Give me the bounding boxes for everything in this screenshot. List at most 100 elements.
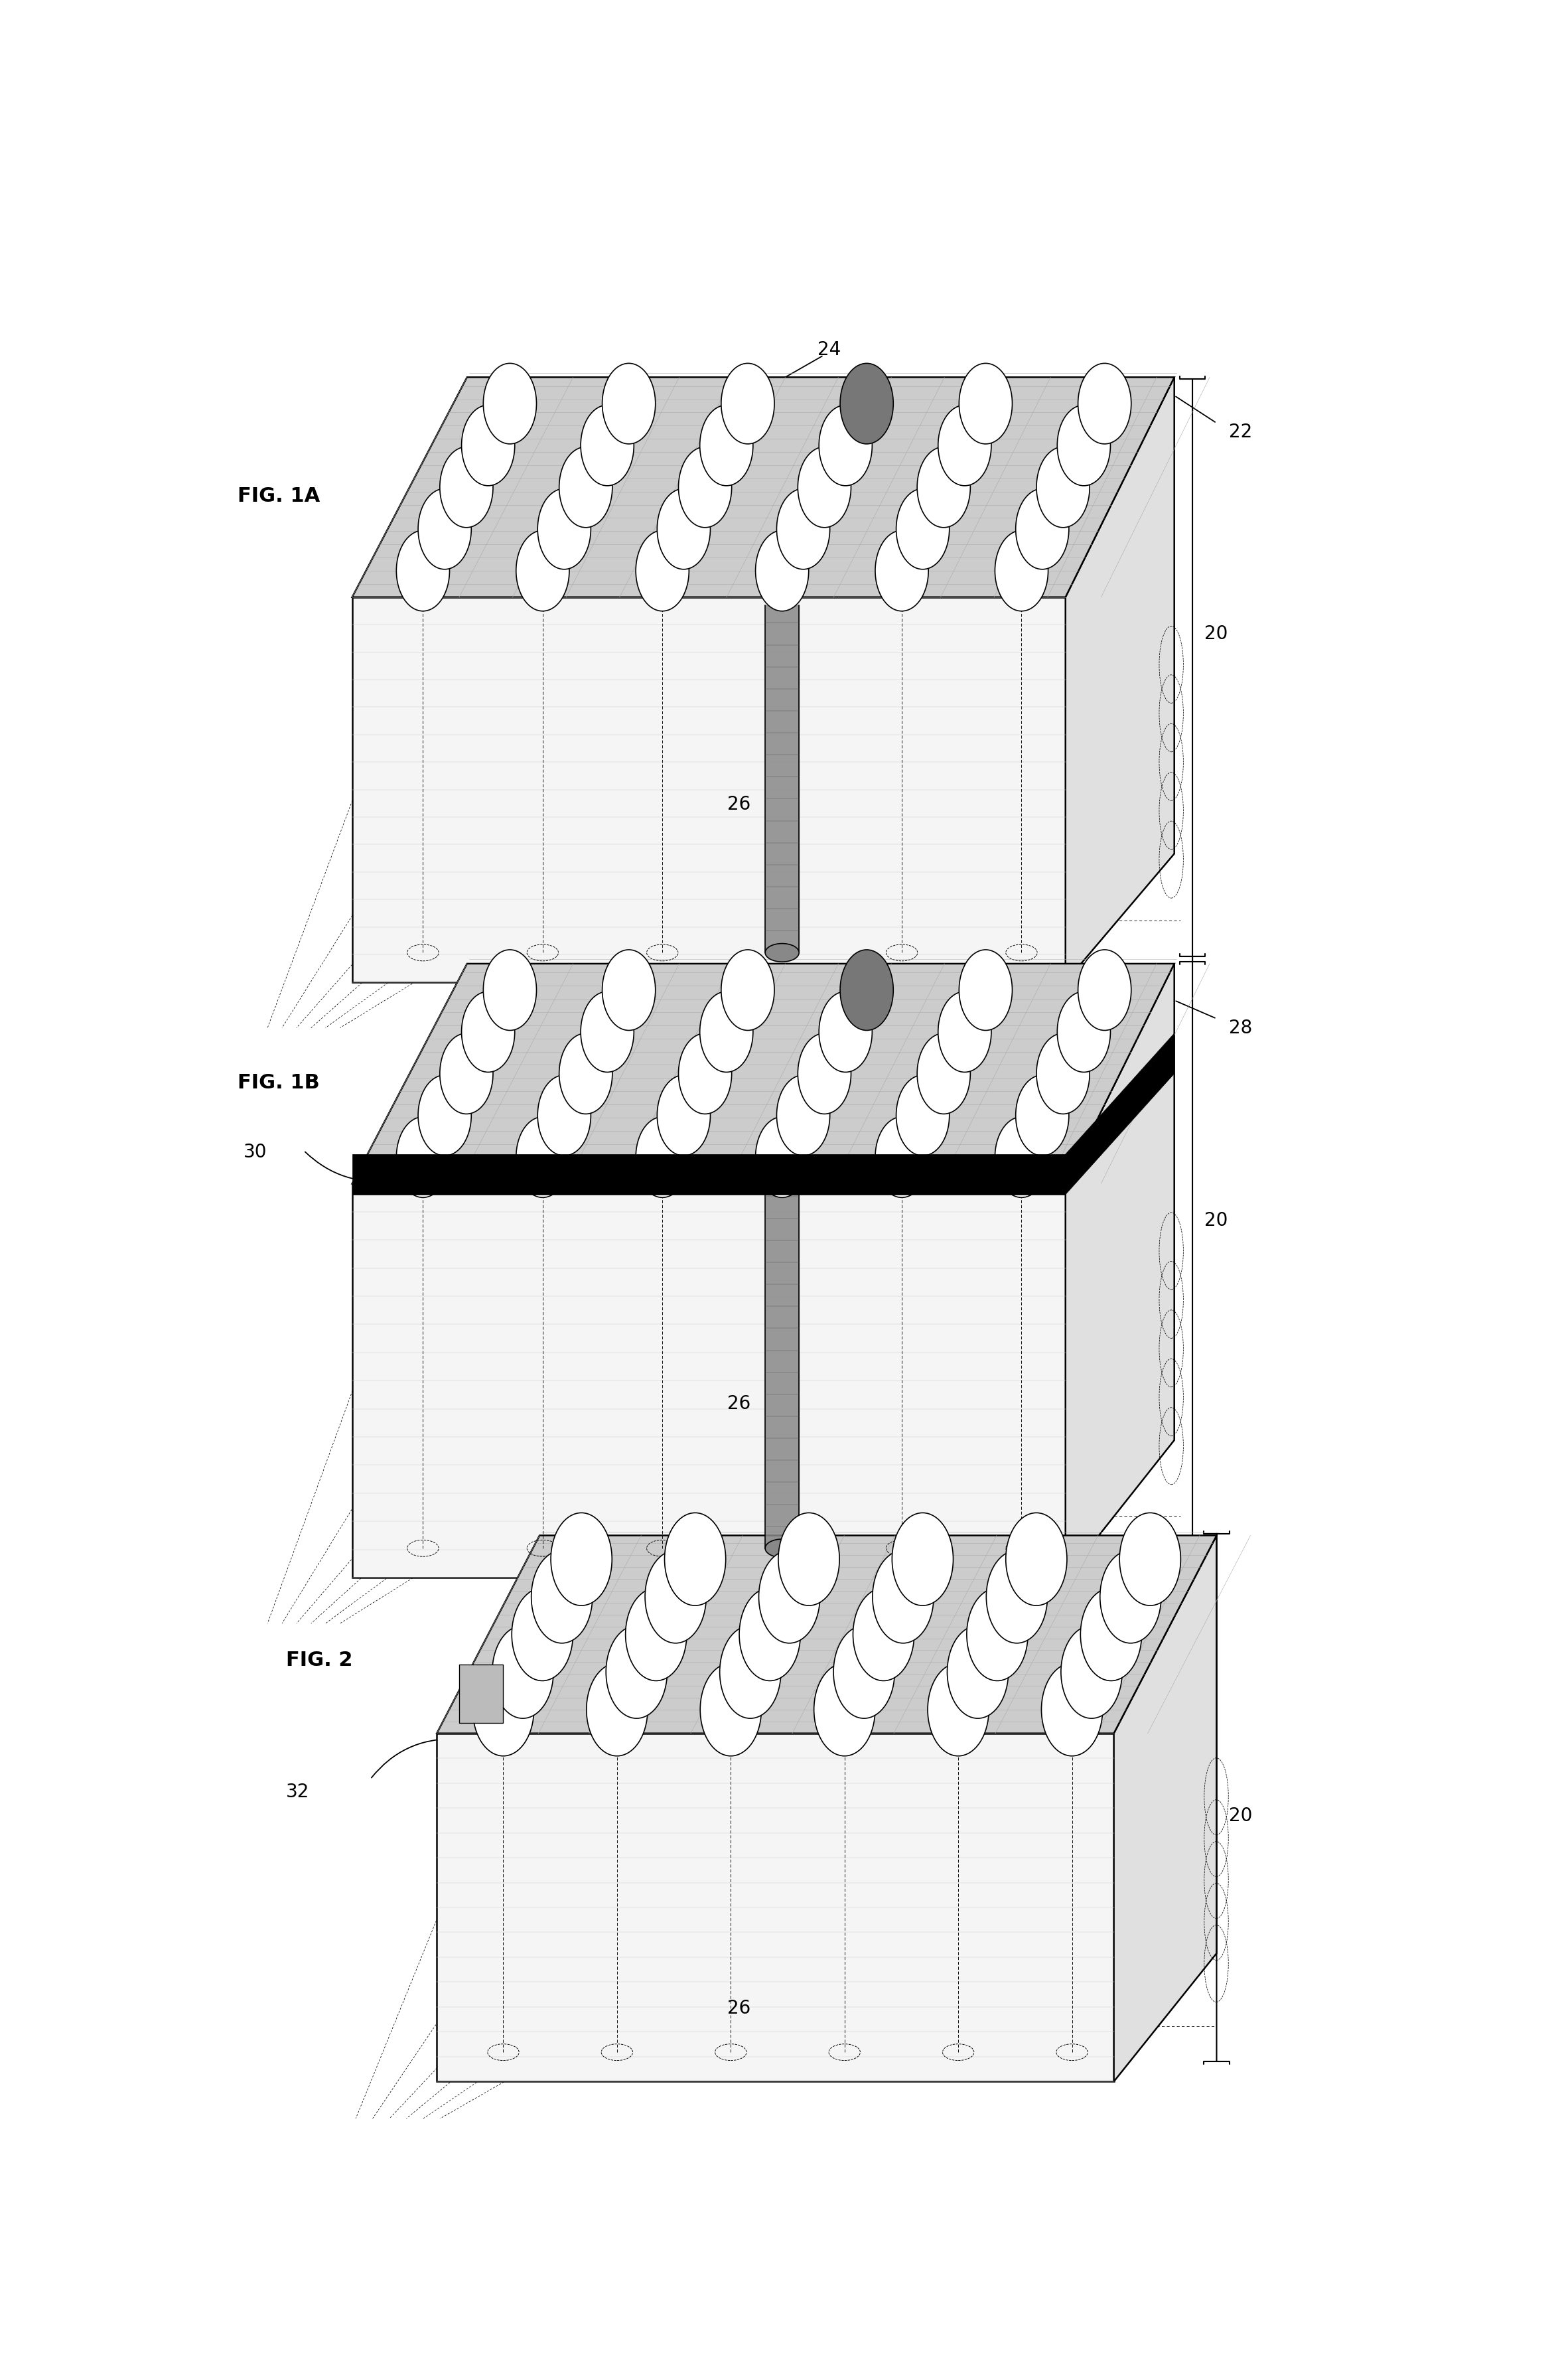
Circle shape: [719, 1626, 782, 1718]
Circle shape: [558, 1033, 613, 1114]
Circle shape: [462, 405, 515, 486]
Circle shape: [1078, 364, 1131, 445]
Circle shape: [644, 1549, 707, 1642]
Circle shape: [418, 488, 471, 569]
Circle shape: [1036, 1033, 1090, 1114]
Text: 26: 26: [727, 1395, 750, 1414]
Circle shape: [700, 992, 753, 1071]
Circle shape: [758, 1549, 821, 1642]
Circle shape: [636, 531, 690, 612]
Circle shape: [814, 1664, 875, 1756]
Circle shape: [853, 1587, 914, 1680]
Circle shape: [841, 364, 894, 445]
Circle shape: [538, 488, 591, 569]
Circle shape: [819, 992, 872, 1071]
Circle shape: [1058, 405, 1111, 486]
Circle shape: [700, 405, 753, 486]
Circle shape: [797, 1033, 852, 1114]
Text: 26: 26: [727, 1999, 750, 2018]
Circle shape: [700, 1664, 761, 1756]
Circle shape: [418, 1076, 471, 1157]
Circle shape: [484, 364, 537, 445]
Polygon shape: [353, 597, 1065, 983]
Circle shape: [1081, 1587, 1142, 1680]
FancyArrowPatch shape: [619, 1418, 714, 1473]
Polygon shape: [353, 378, 1175, 597]
Circle shape: [602, 364, 655, 445]
Circle shape: [872, 1549, 934, 1642]
Circle shape: [440, 447, 493, 528]
Circle shape: [679, 447, 732, 528]
Text: 30: 30: [243, 1142, 267, 1161]
Text: 32: 32: [285, 1783, 309, 1802]
Text: 28: 28: [1229, 1019, 1253, 1038]
Polygon shape: [1114, 1535, 1217, 2082]
Circle shape: [587, 1664, 647, 1756]
Circle shape: [657, 1076, 710, 1157]
Polygon shape: [1065, 378, 1175, 983]
Circle shape: [721, 364, 774, 445]
Text: 20: 20: [1204, 624, 1228, 643]
Text: 24: 24: [817, 340, 841, 359]
Circle shape: [777, 1076, 830, 1157]
Circle shape: [679, 1033, 732, 1114]
Circle shape: [516, 1116, 569, 1197]
Circle shape: [1006, 1514, 1067, 1607]
Circle shape: [967, 1587, 1028, 1680]
FancyBboxPatch shape: [459, 1664, 502, 1723]
Circle shape: [440, 1033, 493, 1114]
Circle shape: [1120, 1514, 1181, 1607]
Polygon shape: [353, 1183, 1065, 1578]
Circle shape: [657, 488, 710, 569]
Circle shape: [797, 447, 852, 528]
Circle shape: [1100, 1549, 1161, 1642]
Circle shape: [895, 1076, 950, 1157]
Circle shape: [516, 531, 569, 612]
Circle shape: [917, 447, 970, 528]
Circle shape: [995, 531, 1048, 612]
Circle shape: [462, 992, 515, 1071]
Polygon shape: [437, 1535, 1217, 1733]
Circle shape: [892, 1514, 953, 1607]
Polygon shape: [353, 964, 1175, 1183]
Circle shape: [473, 1664, 534, 1756]
FancyArrowPatch shape: [713, 1388, 725, 1440]
Circle shape: [532, 1549, 593, 1642]
Circle shape: [1078, 950, 1131, 1031]
Circle shape: [947, 1626, 1008, 1718]
FancyArrowPatch shape: [713, 790, 725, 843]
Circle shape: [1036, 447, 1090, 528]
Circle shape: [484, 950, 537, 1031]
Circle shape: [959, 364, 1012, 445]
Text: FIG. 2: FIG. 2: [285, 1649, 353, 1671]
FancyArrowPatch shape: [306, 1152, 393, 1180]
Circle shape: [580, 405, 633, 486]
Circle shape: [1061, 1626, 1122, 1718]
Circle shape: [755, 531, 808, 612]
Circle shape: [739, 1587, 800, 1680]
Circle shape: [959, 950, 1012, 1031]
FancyArrowPatch shape: [371, 1740, 452, 1778]
FancyArrowPatch shape: [619, 819, 714, 873]
Text: 24: 24: [817, 1604, 841, 1623]
Text: 20: 20: [1204, 1211, 1228, 1230]
Circle shape: [841, 950, 894, 1031]
Text: FIG. 1B: FIG. 1B: [237, 1073, 320, 1092]
Circle shape: [626, 1587, 686, 1680]
Circle shape: [396, 1116, 449, 1197]
Circle shape: [819, 405, 872, 486]
Polygon shape: [353, 1154, 1065, 1195]
Circle shape: [777, 488, 830, 569]
Circle shape: [755, 1116, 808, 1197]
Circle shape: [493, 1626, 554, 1718]
Polygon shape: [1065, 964, 1175, 1578]
Circle shape: [396, 531, 449, 612]
Circle shape: [636, 1116, 690, 1197]
Circle shape: [1058, 992, 1111, 1071]
Circle shape: [602, 950, 655, 1031]
Text: FIG. 1A: FIG. 1A: [237, 488, 320, 507]
Circle shape: [938, 992, 991, 1071]
Circle shape: [778, 1514, 839, 1607]
Circle shape: [875, 531, 928, 612]
Circle shape: [580, 992, 633, 1071]
